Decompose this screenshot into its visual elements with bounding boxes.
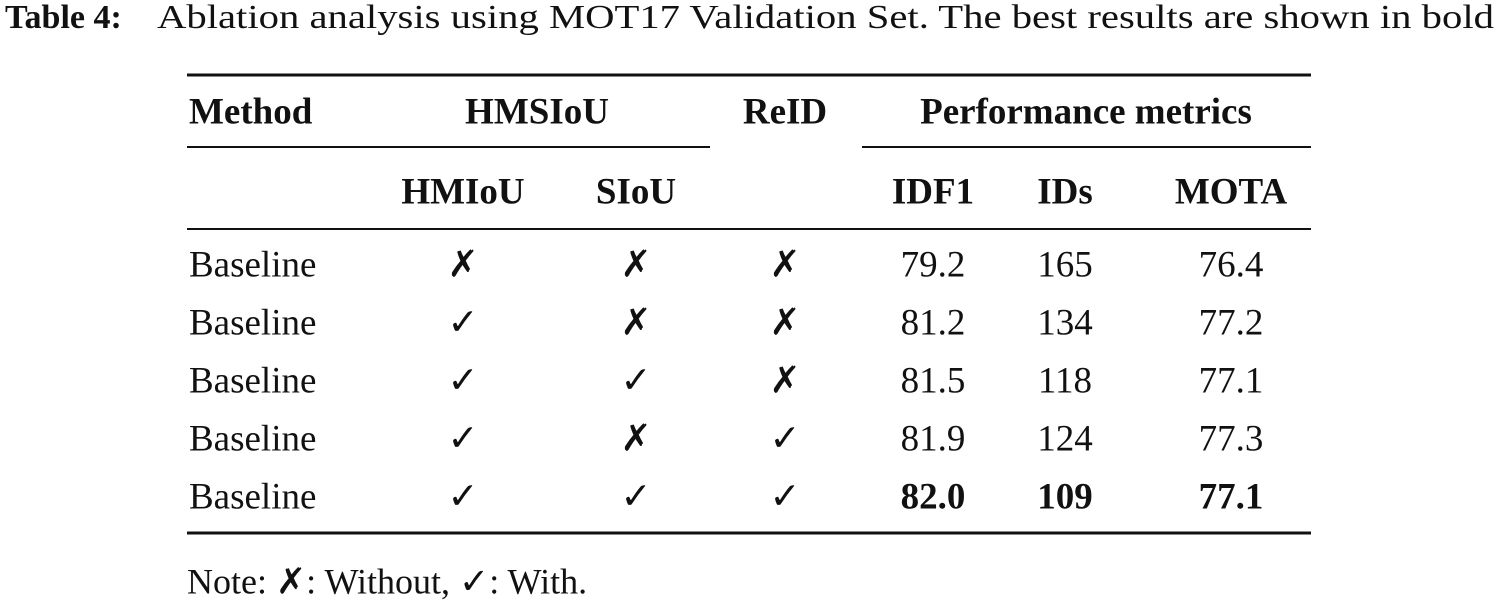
metric-cell: 109 [1037,476,1093,517]
table-note: Note: ✗: Without, ✓: With. [187,561,587,601]
metric-cell: 81.5 [901,360,966,401]
flag-cell: ✓ [447,302,478,343]
metric-cell: 77.1 [1199,476,1264,517]
metric-cell: 81.2 [901,302,966,343]
flag-cell: ✓ [769,476,800,517]
flag-cell: ✗ [620,418,651,459]
header-cell: ReID [743,91,827,132]
flag-cell: ✓ [620,476,651,517]
metric-cell: 77.3 [1199,418,1264,459]
flag-cell: ✗ [620,244,651,285]
subheader-cell: IDF1 [892,171,974,212]
flag-cell: ✗ [769,244,800,285]
metric-cell: 79.2 [901,244,966,285]
metric-cell: 77.1 [1199,360,1264,401]
subheader-cell: MOTA [1175,171,1288,212]
method-cell: Baseline [189,418,316,459]
method-cell: Baseline [189,302,316,343]
caption-label: Table 4: [5,0,122,36]
method-cell: Baseline [189,360,316,401]
metric-cell: 134 [1037,302,1093,343]
metric-cell: 165 [1037,244,1093,285]
metric-cell: 124 [1037,418,1093,459]
flag-cell: ✓ [769,418,800,459]
subheader-cell: HMIoU [401,171,524,212]
flag-cell: ✗ [447,244,478,285]
subheader-cell: SIoU [596,171,676,212]
flag-cell: ✓ [447,418,478,459]
flag-cell: ✗ [769,360,800,401]
metric-cell: 118 [1038,360,1092,401]
flag-cell: ✓ [447,360,478,401]
header-cell: Method [189,91,313,132]
flag-cell: ✗ [769,302,800,343]
metric-cell: 76.4 [1199,244,1264,285]
header-cell: Performance metrics [920,91,1252,132]
method-cell: Baseline [189,244,316,285]
metric-cell: 77.2 [1199,302,1264,343]
table-body: Method HMSIoU ReID Performance metrics HMIoU… [189,91,1287,517]
flag-cell: ✓ [620,360,651,401]
subheader-cell: IDs [1037,171,1093,212]
flag-cell: ✓ [447,476,478,517]
method-cell: Baseline [189,476,316,517]
header-cell: HMSIoU [465,91,609,132]
flag-cell: ✗ [620,302,651,343]
metric-cell: 81.9 [901,418,966,459]
metric-cell: 82.0 [901,476,966,517]
caption-text: Ablation analysis using MOT17 Validation… [157,0,1494,36]
